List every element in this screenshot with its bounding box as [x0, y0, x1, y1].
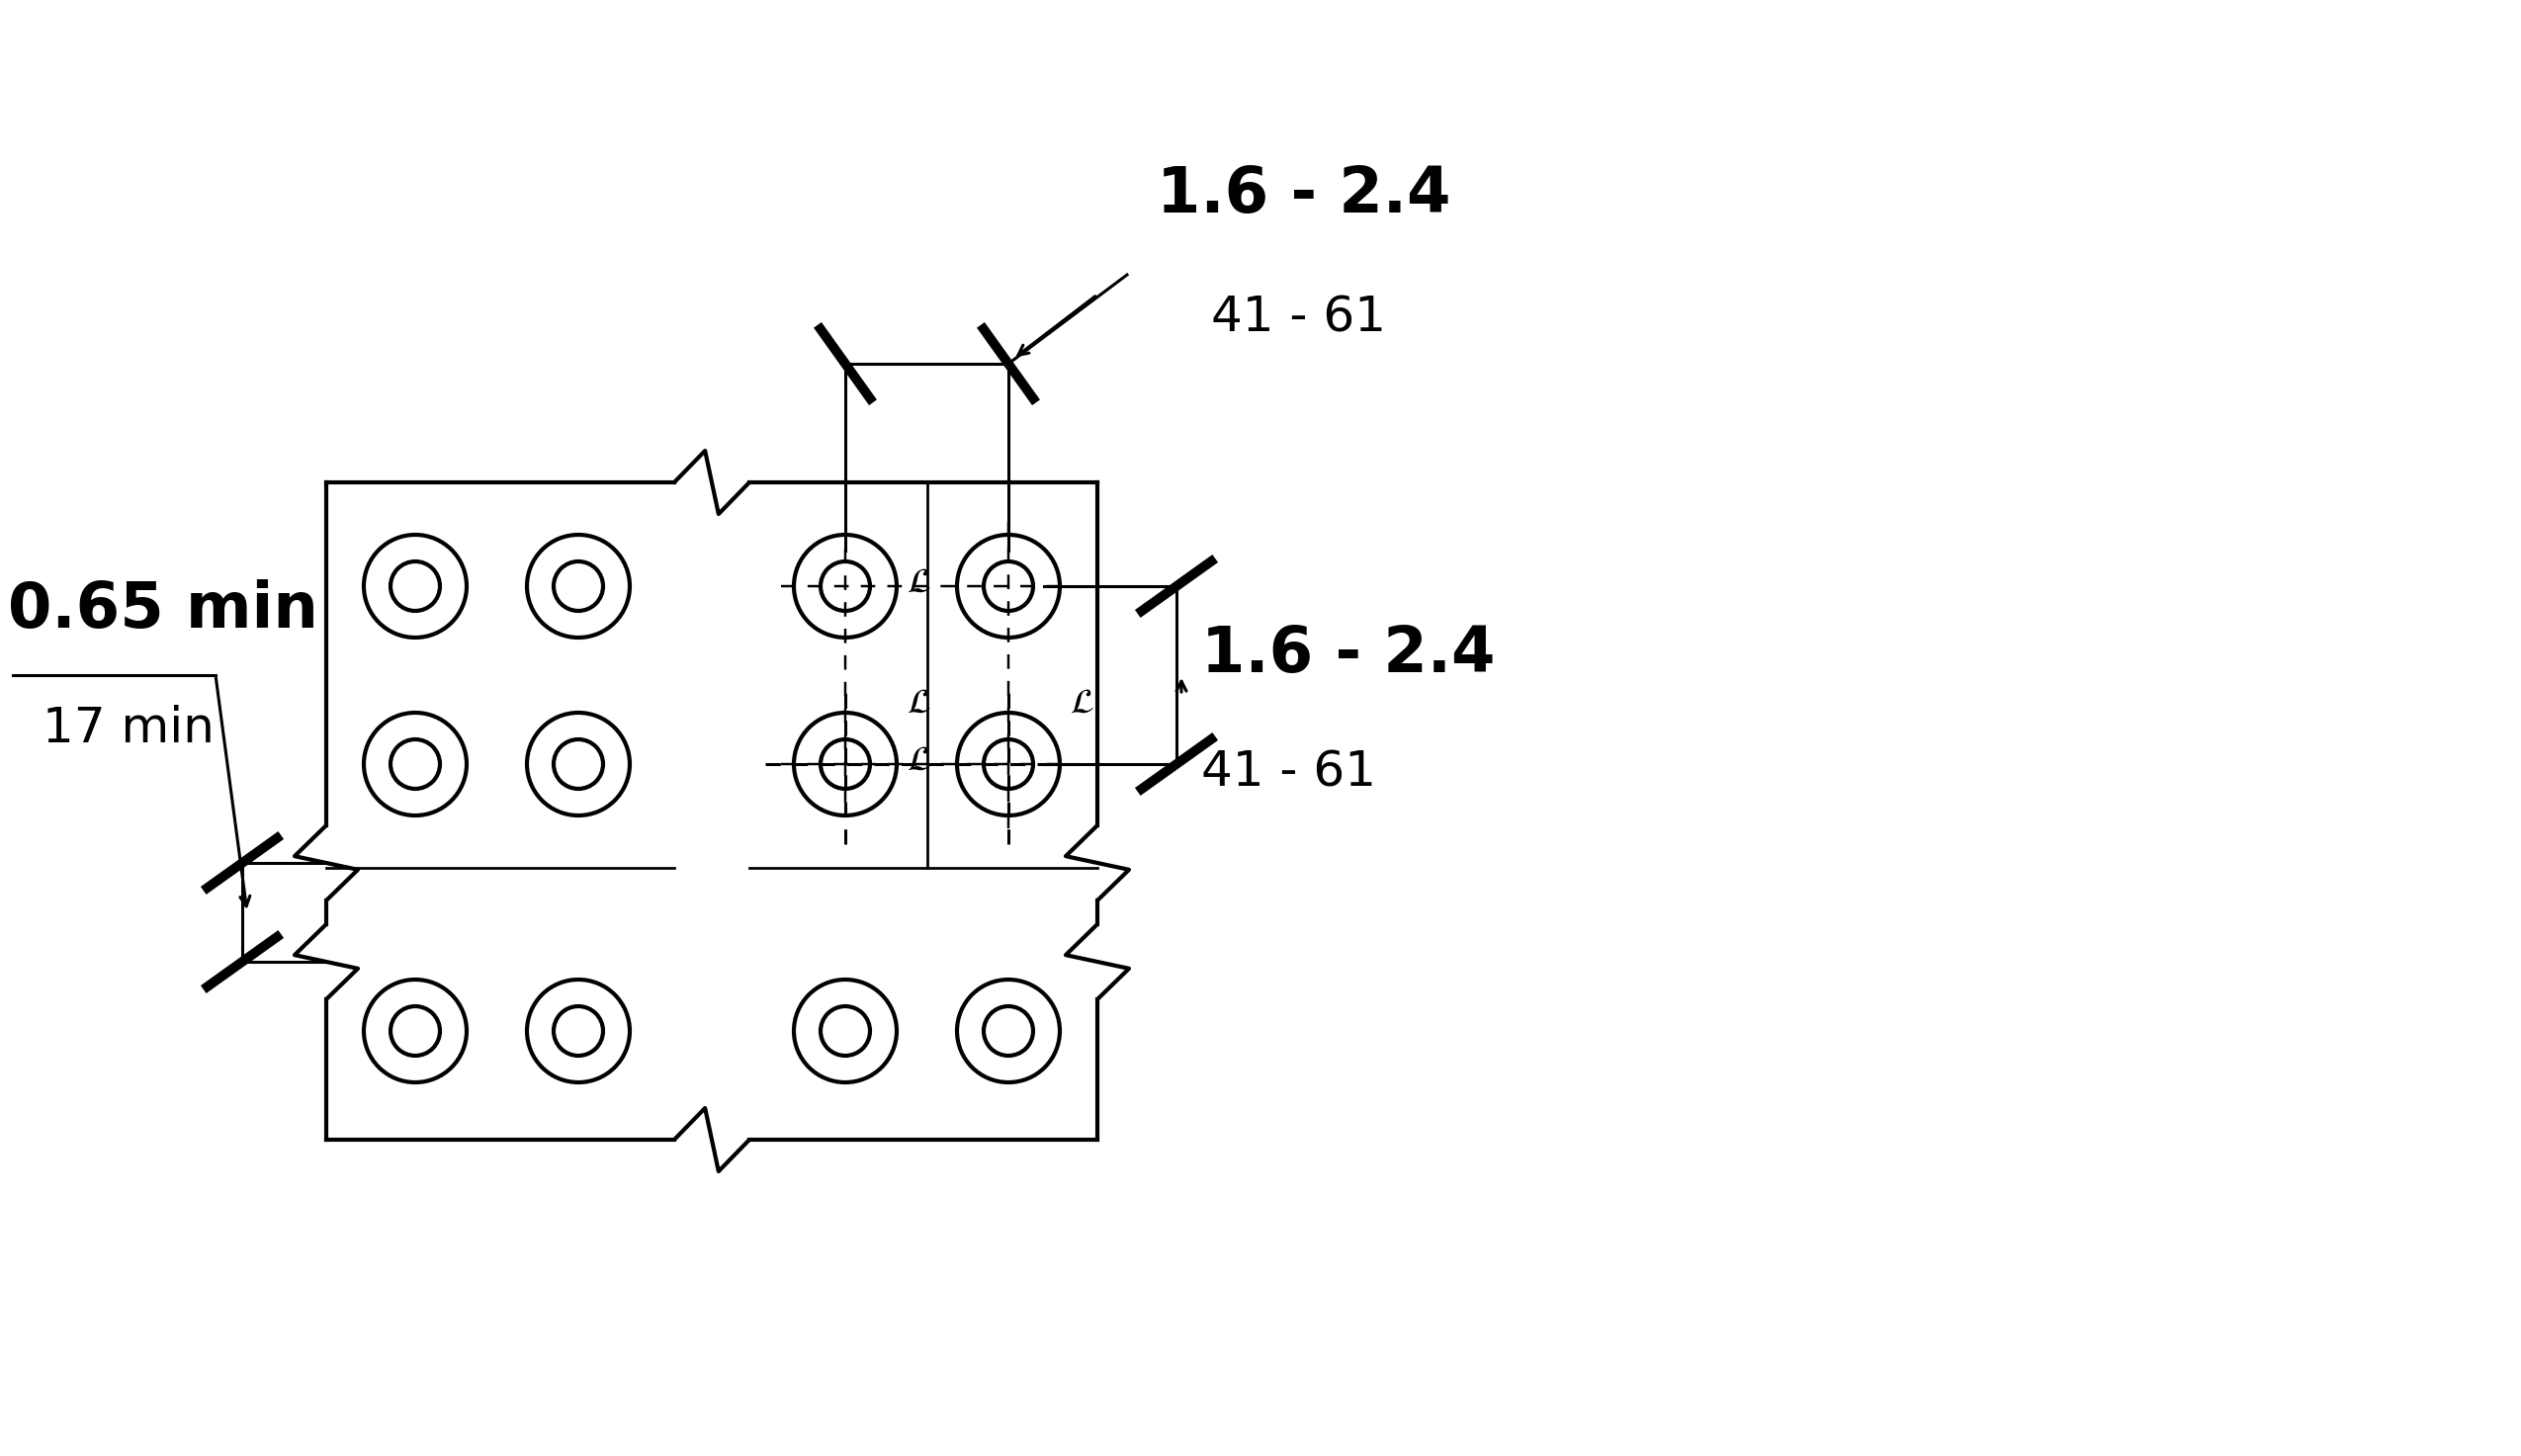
Text: $\mathit{\mathcal{L}}$: $\mathit{\mathcal{L}}$: [908, 686, 930, 719]
Text: 41 - 61: 41 - 61: [1210, 294, 1387, 342]
Text: 0.65 min: 0.65 min: [8, 579, 318, 641]
Text: $\mathit{\mathcal{L}}$: $\mathit{\mathcal{L}}$: [1069, 686, 1094, 719]
Text: 1.6 - 2.4: 1.6 - 2.4: [1157, 165, 1450, 226]
Text: $\mathit{\mathcal{L}}$: $\mathit{\mathcal{L}}$: [908, 565, 930, 598]
Text: 41 - 61: 41 - 61: [1200, 750, 1376, 796]
Text: 17 min: 17 min: [43, 705, 214, 753]
Text: $\mathit{\mathcal{L}}$: $\mathit{\mathcal{L}}$: [908, 744, 930, 778]
Text: 1.6 - 2.4: 1.6 - 2.4: [1200, 623, 1495, 684]
